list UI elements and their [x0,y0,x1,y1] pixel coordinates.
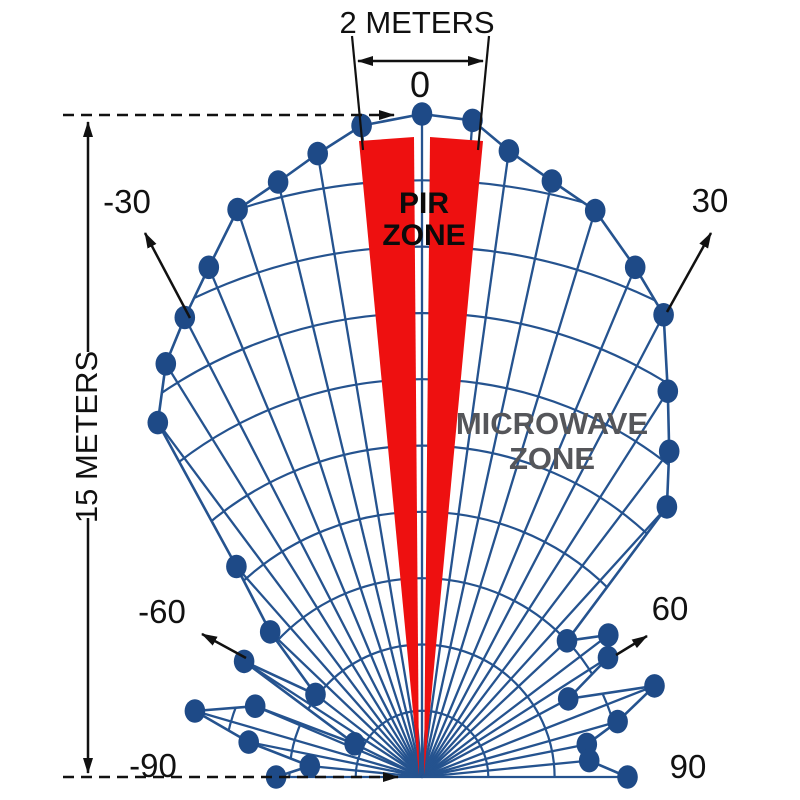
spoke-line [420,180,554,778]
pir-zone-label-line2: ZONE [382,219,465,252]
spoke-line [183,316,424,778]
pattern-dot [557,687,579,711]
pattern-dot [658,439,680,464]
spoke-line [421,697,569,779]
spoke-line [421,720,618,779]
spoke-line [420,266,637,778]
microwave-zone-label-line1: MICROWAVE [456,406,648,441]
pattern-dot [584,198,606,223]
angle-label-pos90: 90 [670,748,707,785]
angle-label-neg60: -60 [138,593,186,630]
spoke-line [354,742,423,779]
pattern-dot [265,765,287,789]
pattern-dot [411,102,433,126]
pattern-dot [226,554,247,579]
pattern-dot [578,748,600,773]
spoke-line [207,266,424,778]
pattern-dot [184,699,206,723]
spoke-line [276,181,424,778]
pattern-dot [307,141,329,166]
spoke-line [314,693,423,778]
spoke-line [421,450,671,778]
angle-label-neg90: -90 [129,747,177,784]
pattern-dot [598,623,619,647]
pattern-dot [227,197,248,222]
spoke-line [420,210,597,778]
spoke-line [243,660,423,778]
pattern-dot [644,674,665,698]
angle-label-pos30: 30 [692,182,729,219]
spoke-line [421,656,609,778]
spoke-line [421,390,669,778]
spoke-line [316,153,424,778]
spoke-line [421,743,587,779]
spoke-line [420,150,511,778]
angle-arrow-neg60 [201,632,247,660]
pir-zone-label-line1: PIR [399,187,449,220]
pir-width-extension-line-left [350,35,365,151]
pattern-dot [259,620,281,644]
pattern-dot [174,305,196,330]
pir-wedge-left [359,137,419,775]
spoke-line [236,209,424,778]
spoke-line [420,314,665,778]
spoke-line [269,631,423,778]
pattern-dot [344,732,365,756]
spoke-line [421,759,590,779]
spoke-line [421,684,655,779]
angle-label-pos60: 60 [652,590,689,627]
angle-arrow-pos30 [665,232,713,313]
pattern-dot [624,255,646,280]
angle-arrow-pos60 [615,634,648,657]
spoke-line [309,764,423,779]
angle-label-0: 0 [410,64,430,105]
pattern-dot [498,139,520,163]
spoke-line [421,640,568,778]
spoke-line [156,421,423,778]
pattern-dot [198,255,220,280]
pattern-dot [597,645,619,670]
pattern-dots [147,102,680,789]
pattern-dot [607,709,628,734]
pattern-dot [267,170,289,194]
angle-label-neg30: -30 [103,183,151,220]
range-dimension-label: 15 METERS [69,351,104,523]
spoke-line [235,565,423,778]
pattern-dot [155,352,177,376]
angle-arrow-neg30 [143,232,192,319]
pir-zone-wedges [359,137,483,775]
pattern-dot [556,629,578,653]
spoke-line [248,740,423,779]
pir-width-extension-line-right [476,35,491,151]
pattern-dot [299,754,321,778]
pattern-dot [462,108,483,133]
pattern-dot [657,379,679,404]
pattern-dot [305,682,326,707]
spoke-line [421,506,668,778]
pattern-dot [238,730,259,754]
pattern-dot [541,169,563,193]
microwave-zone-label-line2: ZONE [509,441,595,476]
pir-width-dimension-label: 2 METERS [339,5,494,40]
spoke-line [421,634,610,778]
pattern-dot [617,765,638,789]
spoke-line [164,363,423,778]
pattern-dot [656,495,678,519]
pir-wedge-right [424,137,483,775]
pattern-dot [244,694,266,718]
spoke-line [194,709,423,779]
pattern-dot [147,410,169,435]
